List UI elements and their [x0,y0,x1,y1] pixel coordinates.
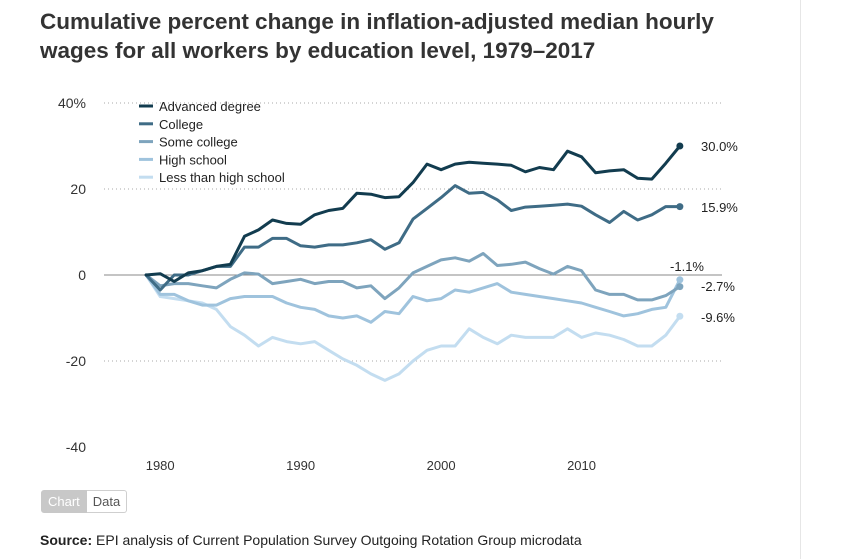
chart-title: Cumulative percent change in inflation-a… [40,9,714,63]
y-tick-label: -40 [66,439,86,455]
y-axis: 40% 20 0 -20 -40 [58,95,86,455]
y-tick-label: 40% [58,95,86,111]
series-line [144,273,682,324]
source-label: Source: [40,532,93,548]
y-tick-label: 0 [78,267,86,283]
x-axis: 1980 1990 2000 2010 [146,458,596,473]
chart-tab[interactable]: Chart [41,490,87,513]
legend-label: College [159,117,203,132]
series-line [144,252,682,302]
x-tick-label: 2000 [427,458,456,473]
series-end-label: -2.7% [701,279,735,294]
series-end-point [676,142,684,150]
end-labels: 30.0% 15.9% -2.7% -1.1% -9.6% [670,139,738,325]
legend-label: Advanced degree [159,99,261,114]
series-line [144,184,682,292]
series-end-point [676,203,684,211]
series-line [144,273,682,382]
x-tick-label: 2010 [567,458,596,473]
source-note: Source: EPI analysis of Current Populati… [40,532,582,548]
y-tick-label: 20 [70,181,86,197]
y-tick-label: -20 [66,353,86,369]
chart-legend: Advanced degree College Some college High s… [139,99,285,185]
page-divider [800,0,801,559]
chart-series [144,142,684,382]
x-tick-label: 1990 [286,458,315,473]
line-chart: 40% 20 0 -20 -40 1980 1990 2000 2010 30.0% 15.9%… [58,95,738,473]
series-end-point [676,276,684,284]
series-end-point [676,283,684,291]
source-text: EPI analysis of Current Population Surve… [92,532,582,548]
series-line [144,144,682,283]
series-end-label: 15.9% [701,200,738,215]
series-end-label: 30.0% [701,139,738,154]
series-end-point [676,312,684,320]
series-end-label: -1.1% [670,259,704,274]
data-tab[interactable]: Data [86,490,128,513]
legend-label: Less than high school [159,170,285,185]
x-tick-label: 1980 [146,458,175,473]
legend-label: Some college [159,135,238,150]
legend-label: High school [159,152,227,167]
series-end-label: -9.6% [701,310,735,325]
view-toggle: Chart Data [41,490,128,513]
